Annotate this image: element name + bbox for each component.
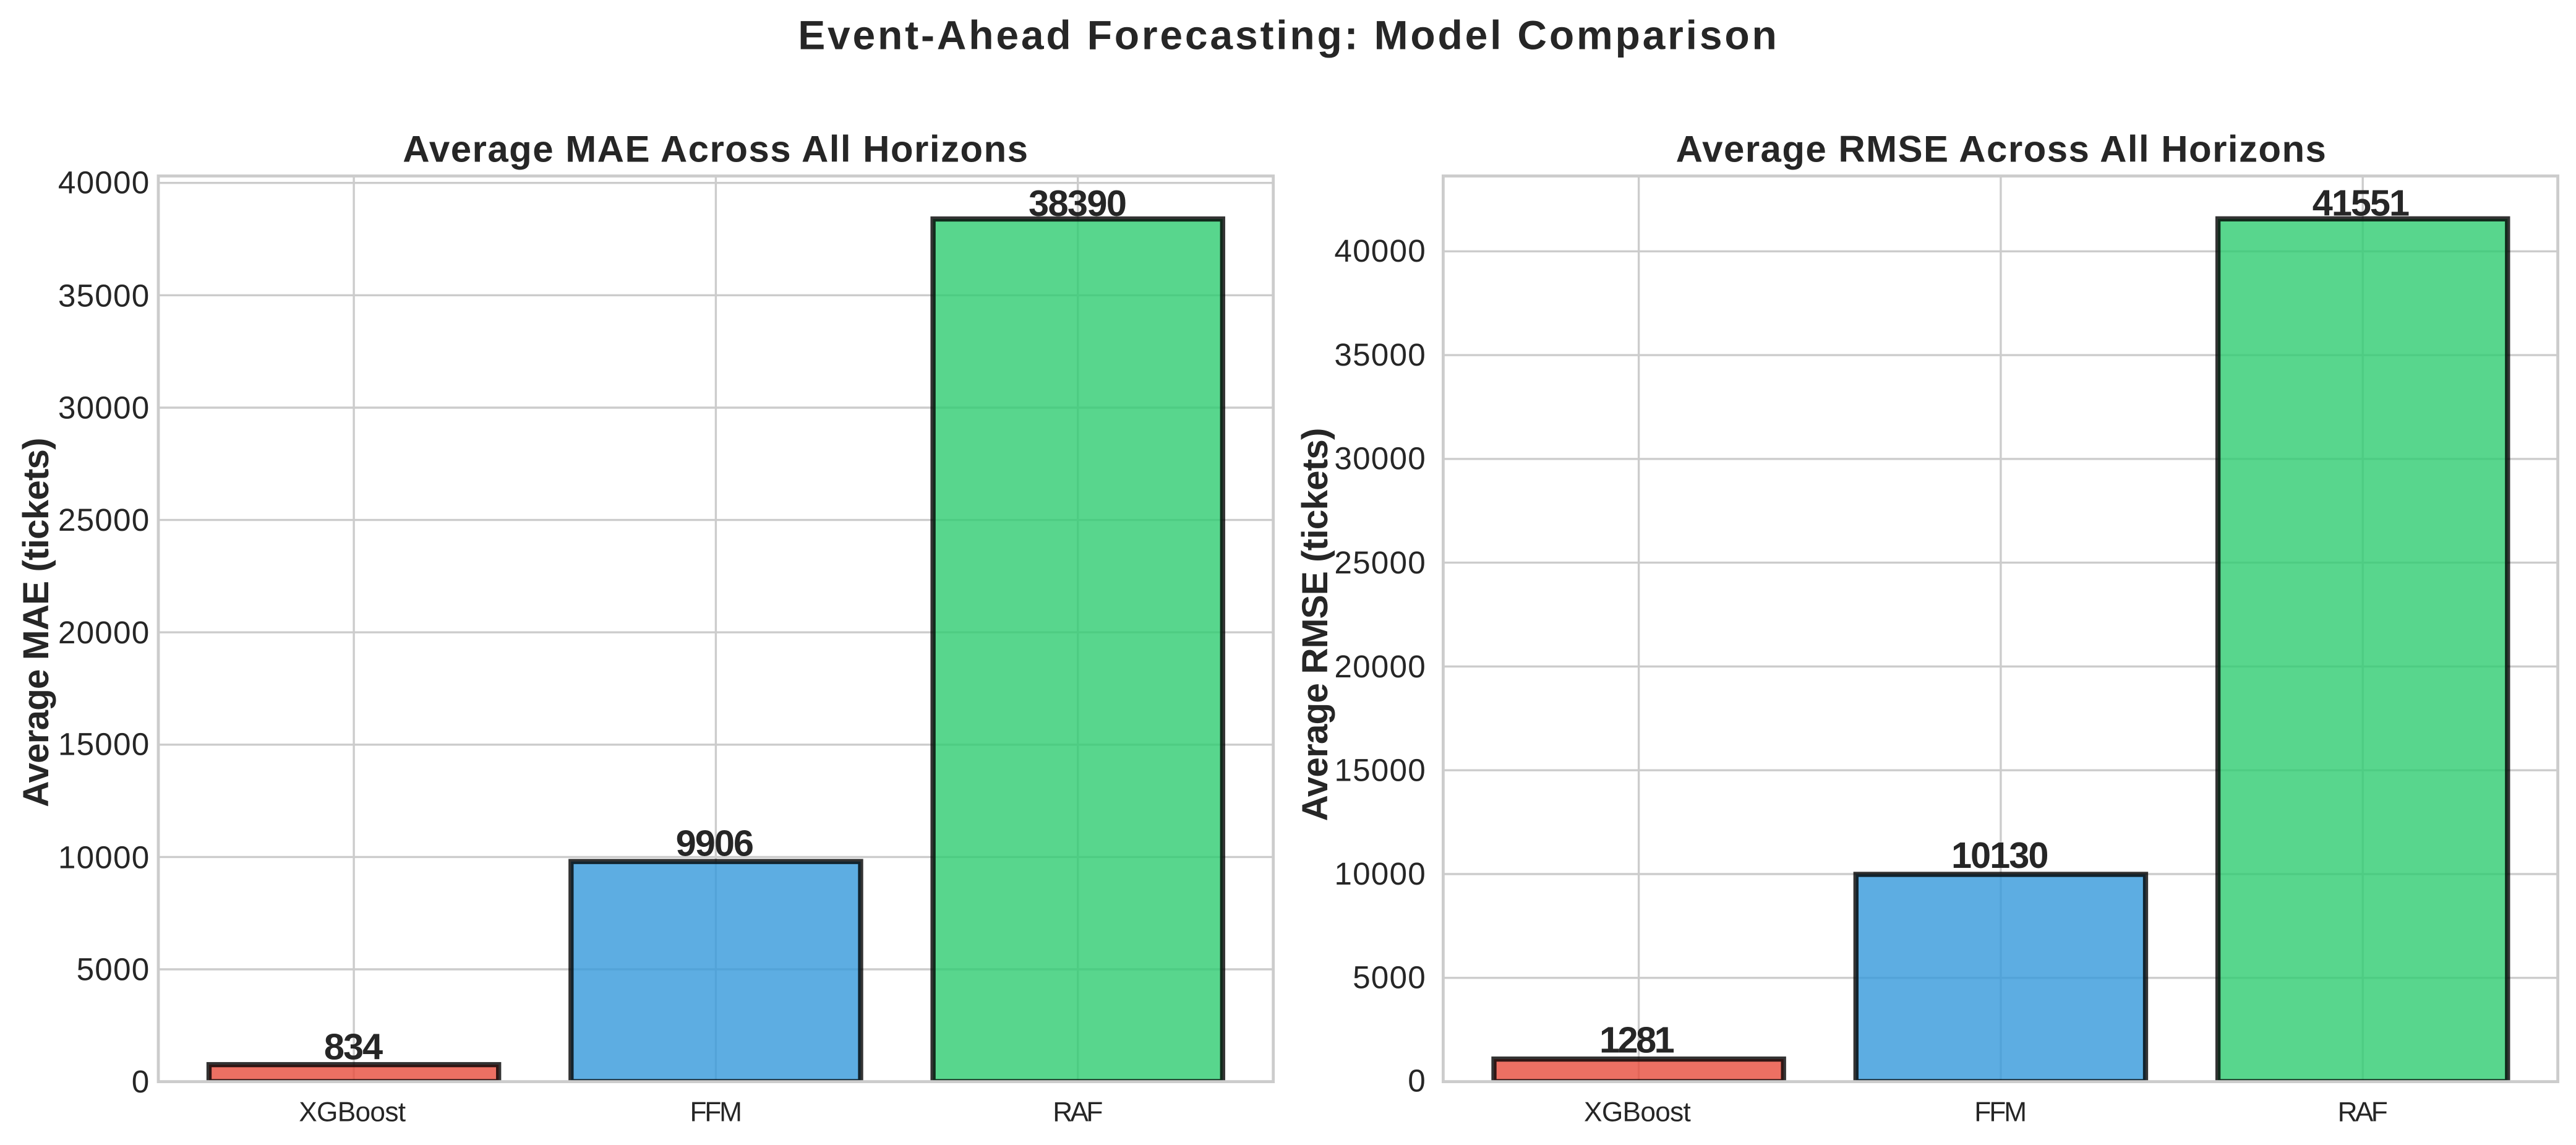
svg-text:40000: 40000 — [58, 165, 150, 200]
svg-text:20000: 20000 — [1334, 649, 1426, 684]
svg-text:RAF: RAF — [2338, 1097, 2387, 1128]
svg-text:0: 0 — [132, 1064, 150, 1099]
svg-text:40000: 40000 — [1334, 233, 1426, 268]
svg-text:35000: 35000 — [1334, 337, 1426, 372]
svg-text:834: 834 — [324, 1026, 383, 1068]
svg-text:0: 0 — [1408, 1063, 1426, 1099]
svg-text:25000: 25000 — [58, 502, 150, 538]
svg-text:15000: 15000 — [1334, 752, 1426, 787]
svg-text:XGBoost: XGBoost — [1584, 1097, 1691, 1128]
svg-text:15000: 15000 — [58, 727, 150, 762]
svg-text:1281: 1281 — [1599, 1019, 1674, 1061]
svg-text:Average RMSE (tickets): Average RMSE (tickets) — [1295, 429, 1335, 821]
svg-text:FFM: FFM — [690, 1097, 740, 1128]
svg-text:35000: 35000 — [58, 278, 150, 313]
svg-text:10130: 10130 — [1951, 834, 2047, 876]
svg-text:5000: 5000 — [77, 952, 150, 987]
svg-text:Event-Ahead Forecasting: Model: Event-Ahead Forecasting: Model Compariso… — [798, 12, 1779, 58]
svg-text:30000: 30000 — [1334, 441, 1426, 476]
svg-text:10000: 10000 — [1334, 856, 1426, 891]
svg-text:5000: 5000 — [1353, 960, 1426, 995]
svg-text:Average RMSE Across All Horizo: Average RMSE Across All Horizons — [1676, 129, 2327, 170]
svg-text:XGBoost: XGBoost — [299, 1097, 406, 1128]
svg-text:30000: 30000 — [58, 390, 150, 426]
svg-text:41551: 41551 — [2313, 182, 2409, 224]
svg-text:10000: 10000 — [58, 839, 150, 875]
svg-text:Average MAE (tickets): Average MAE (tickets) — [16, 438, 56, 807]
svg-text:9906: 9906 — [676, 822, 753, 864]
svg-text:FFM: FFM — [1974, 1097, 2025, 1128]
svg-text:38390: 38390 — [1029, 182, 1126, 224]
svg-text:20000: 20000 — [58, 615, 150, 650]
svg-text:Average MAE Across All Horizon: Average MAE Across All Horizons — [403, 129, 1029, 170]
svg-text:25000: 25000 — [1334, 545, 1426, 580]
svg-text:RAF: RAF — [1053, 1097, 1102, 1128]
